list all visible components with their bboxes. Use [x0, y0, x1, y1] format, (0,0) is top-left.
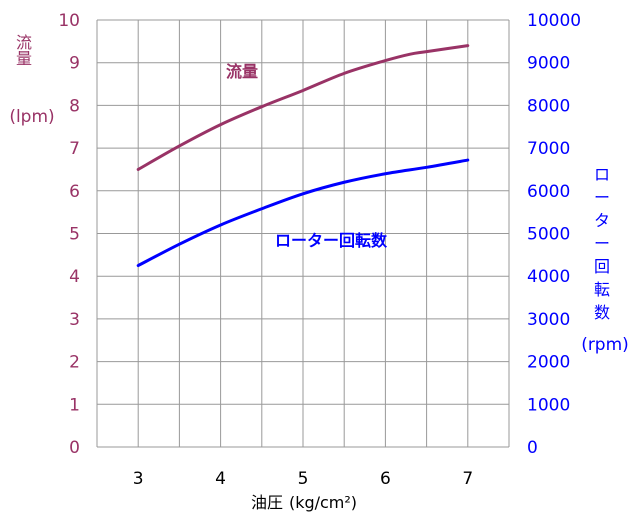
series-label-flow: 流量: [226, 62, 258, 81]
x-axis-unit: (kg/cm²): [289, 493, 357, 512]
right-tick-label: 9000: [527, 54, 570, 74]
left-axis-label: 流量: [16, 33, 32, 68]
axis-label-char: ー: [594, 188, 610, 207]
left-tick-label: 4: [69, 267, 80, 287]
right-tick-label: 5000: [527, 225, 570, 245]
right-tick-label: 4000: [527, 267, 570, 287]
x-tick-label: 6: [380, 469, 391, 489]
right-tick-label: 10000: [527, 11, 581, 31]
axis-label-char: 量: [16, 49, 32, 68]
axis-label-char: 流: [16, 33, 32, 52]
left-tick-label: 2: [69, 353, 80, 373]
left-tick-label: 7: [69, 139, 80, 159]
right-tick-label: 8000: [527, 96, 570, 116]
left-tick-label: 5: [69, 225, 80, 245]
left-tick-label: 9: [69, 54, 80, 74]
x-axis-label: 油圧 (kg/cm²): [251, 493, 357, 512]
right-axis-unit: (rpm): [581, 335, 629, 355]
left-tick-label: 10: [58, 11, 80, 31]
left-tick-label: 1: [69, 395, 80, 415]
left-tick-label: 3: [69, 310, 80, 330]
axis-label-char: ー: [594, 234, 610, 253]
left-axis-ticks: 0 1 2 3 4 5 6 7 8 9 10: [58, 11, 80, 458]
x-tick-label: 4: [215, 469, 226, 489]
series-line-flow: [136, 44, 470, 171]
right-tick-label: 6000: [527, 182, 570, 202]
axis-label-char: タ: [594, 211, 610, 230]
x-tick-label: 3: [133, 469, 144, 489]
left-axis-unit: (lpm): [9, 107, 54, 127]
x-axis-ticks: 3 4 5 6 7: [133, 469, 473, 489]
right-tick-label: 0: [527, 438, 538, 458]
x-axis-label-text: 油圧: [251, 493, 283, 512]
right-tick-label: 3000: [527, 310, 570, 330]
left-tick-label: 0: [69, 438, 80, 458]
x-tick-label: 7: [462, 469, 473, 489]
x-tick-label: 5: [298, 469, 309, 489]
left-tick-label: 6: [69, 182, 80, 202]
right-tick-label: 7000: [527, 139, 570, 159]
series-lines: [136, 44, 470, 268]
axis-label-char: 回: [594, 257, 610, 276]
series-line-rotor-speed: [136, 158, 470, 268]
right-axis-ticks: 0 1000 2000 3000 4000 5000 6000 7000 8000 9000 100…: [527, 11, 581, 458]
right-tick-label: 2000: [527, 353, 570, 373]
series-label-rotor-speed: ローター回転数: [275, 231, 388, 250]
axis-label-char: ロ: [594, 165, 610, 184]
left-tick-label: 8: [69, 96, 80, 116]
axis-label-char: 数: [594, 303, 610, 322]
right-axis-label: ローター回転数: [594, 165, 610, 322]
axis-label-char: 転: [594, 280, 610, 299]
right-tick-label: 1000: [527, 395, 570, 415]
